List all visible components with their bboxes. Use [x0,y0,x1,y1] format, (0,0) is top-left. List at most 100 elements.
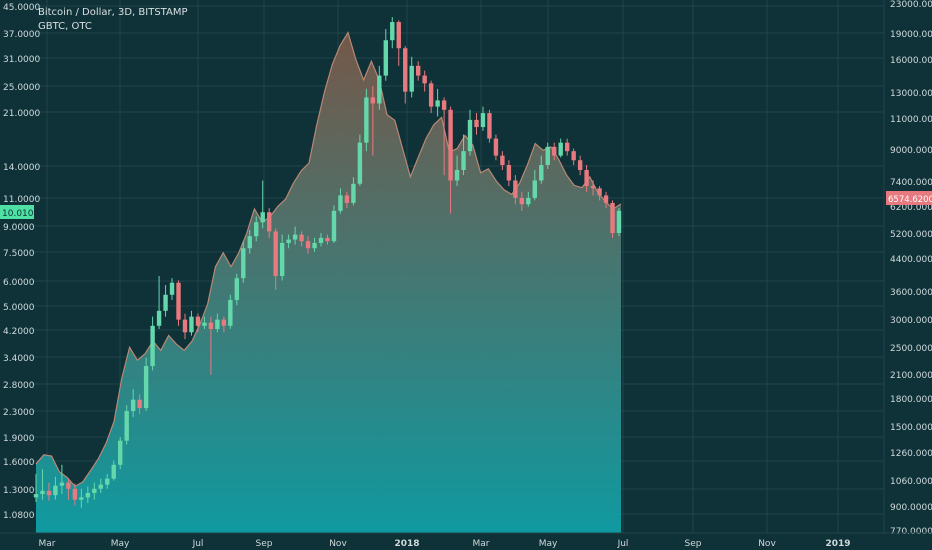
candle [234,273,240,306]
candle-body [351,183,356,203]
candle-body [325,237,330,242]
candle [202,316,207,330]
left-axis-tick-label: 2.8000 [3,381,35,391]
candle [92,482,97,500]
candle [448,106,453,214]
candle-body [241,248,246,279]
candle-body [202,322,207,326]
x-axis-tick-label: Nov [758,539,776,549]
candle-body [338,195,343,211]
candle-body [448,109,453,181]
candle-body [564,142,570,152]
left-axis-tick-label: 6.0000 [3,278,35,288]
left-axis-tick-label: 1.3000 [3,486,35,496]
candle [247,229,252,254]
candle [208,316,214,375]
candle [558,138,563,158]
candle-body [422,75,427,84]
x-axis-tick-label: May [111,539,130,549]
left-axis-tick-label: 4.2000 [3,327,35,337]
right-axis-tick-label: 1060.0000 [890,477,932,487]
candle [577,155,583,176]
candle-body [532,180,537,198]
right-axis-tick-label: 770.0000 [890,527,932,537]
left-axis-tick-label: 21.0000 [3,109,40,119]
right-axis-tick-label: 23000.0000 [890,0,932,10]
candle [519,191,525,211]
left-price-marker-label: 10.0100 [2,209,39,219]
candle-body [150,325,155,367]
right-axis-tick-label: 900.0000 [890,503,932,513]
candle-body [195,316,201,326]
candle-body [182,319,188,333]
candle [610,200,615,238]
candle [351,177,356,206]
x-axis-tick-label: Jul [617,539,629,549]
candle [72,483,78,506]
candle-body [143,366,149,409]
candle [344,191,350,209]
candle-body [415,65,421,76]
candle-body [357,142,363,184]
candle [85,486,91,504]
candle [454,155,460,187]
candle [150,316,155,371]
candle [318,232,324,247]
candle [435,88,440,117]
candle [46,482,52,501]
candle-body [616,210,622,233]
candle [403,46,408,104]
candle [338,188,343,214]
candle [493,134,499,161]
candle [195,313,201,333]
candle-body [234,278,240,300]
candle-body [390,22,395,41]
candle-body [597,188,602,196]
candle [513,175,518,205]
candle [616,208,622,237]
candle-body [428,83,434,107]
candle [396,20,401,66]
candle-body [526,197,531,205]
candle [564,138,570,156]
candle [474,113,479,135]
left-axis-tick-label: 5.0000 [3,303,35,313]
candle [415,61,421,81]
candle-body [98,484,103,489]
left-axis-tick-label: 7.5000 [3,249,35,259]
x-axis-tick-label: May [539,539,558,549]
candle-body [441,100,447,110]
candle-body [215,319,220,330]
candle-body [552,146,557,156]
candle-body [273,231,278,276]
left-price-marker-bg [0,205,34,219]
candle-body [506,165,512,181]
candle-body [92,488,97,494]
candle-body [370,97,376,104]
right-axis-tick-label: 1800.0000 [890,395,932,405]
candle-body [603,195,609,203]
legend-compare: GBTC, OTC [38,21,92,32]
candle [267,208,272,238]
candle-body [545,146,550,166]
candle-body [383,40,388,76]
candle-body [72,488,78,500]
candle [53,476,58,500]
candle [597,186,602,201]
candle-body [584,169,589,187]
candle [98,478,103,494]
candle-body [312,242,317,249]
left-axis-tick-label: 25.0000 [3,83,40,93]
candle [221,316,227,333]
candle-body [59,482,65,486]
right-axis-tick-label: 2500.0000 [890,344,932,354]
candle [325,234,330,245]
candle-body [79,497,84,500]
candle [79,488,84,508]
left-axis-tick-label: 37.0000 [3,30,40,40]
candle-body [571,151,576,161]
candle [189,310,194,336]
candle [40,469,45,500]
candle [228,294,233,330]
